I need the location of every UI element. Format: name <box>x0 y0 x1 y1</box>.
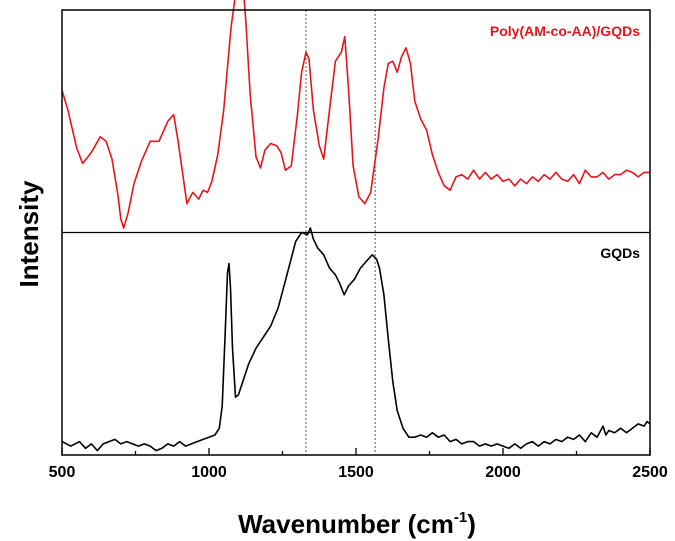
x-tick-label: 1000 <box>191 464 227 481</box>
series-label-poly: Poly(AM-co-AA)/GQDs <box>490 23 640 39</box>
series-line-gqds <box>61 227 651 452</box>
plot-frame <box>61 9 651 456</box>
series-layer <box>61 0 651 452</box>
x-axis-title-main: Wavenumber (cm <box>238 509 454 539</box>
x-axis-title-close: ) <box>467 509 476 539</box>
x-tick-label: 500 <box>49 464 76 481</box>
x-axis-ticks: 500 1000 1500 2000 2500 <box>49 448 668 481</box>
series-label-gqds: GQDs <box>600 245 640 261</box>
series-line-poly-am-co-aa-gqds <box>61 0 650 229</box>
x-axis-title: Wavenumber (cm-1) <box>238 509 476 539</box>
y-axis-title: Intensity <box>14 180 44 287</box>
x-tick-label: 1500 <box>338 464 374 481</box>
x-tick-label: 2000 <box>485 464 521 481</box>
x-tick-label: 2500 <box>632 464 668 481</box>
x-axis-title-superscript: -1 <box>454 509 467 526</box>
